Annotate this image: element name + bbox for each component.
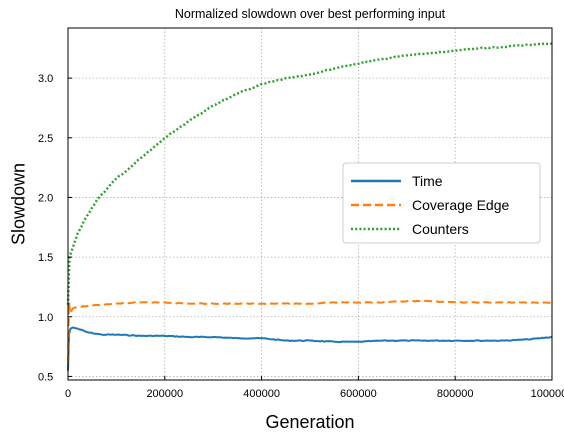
- x-tick-label: 400000: [243, 388, 280, 400]
- x-tick-label: 800000: [437, 388, 474, 400]
- legend-box: [342, 162, 541, 244]
- x-tick-label: 1000000: [531, 388, 564, 400]
- legend-label: Coverage Edge: [412, 197, 510, 213]
- x-tick-label: 200000: [146, 388, 183, 400]
- x-tick-label: 0: [65, 388, 71, 400]
- legend: Time Coverage Edge Counters: [342, 162, 541, 244]
- series-line-coverage-edge: [67, 299, 553, 363]
- series-line-time: [67, 326, 553, 371]
- y-tick-label: 2.0: [38, 192, 53, 204]
- legend-label: Counters: [412, 221, 469, 237]
- chart-title: Normalized slowdown over best performing…: [174, 7, 446, 21]
- x-axis-label: Generation: [265, 412, 355, 432]
- y-tick-label: 1.0: [38, 312, 53, 324]
- y-tick-label: 2.5: [38, 133, 53, 145]
- x-tick-label: 600000: [340, 388, 377, 400]
- y-tick-label: 0.5: [38, 371, 53, 383]
- y-tick-label: 3.0: [38, 73, 53, 85]
- axis-ticks: 0 200000 400000 600000 800000 1000000 0.5 1.0 1.…: [38, 73, 564, 400]
- legend-label: Time: [412, 173, 443, 189]
- y-tick-label: 1.5: [38, 252, 53, 264]
- series-line-counters: [66, 42, 553, 305]
- plot-frame: [67, 27, 553, 381]
- series-lines: [66, 42, 553, 371]
